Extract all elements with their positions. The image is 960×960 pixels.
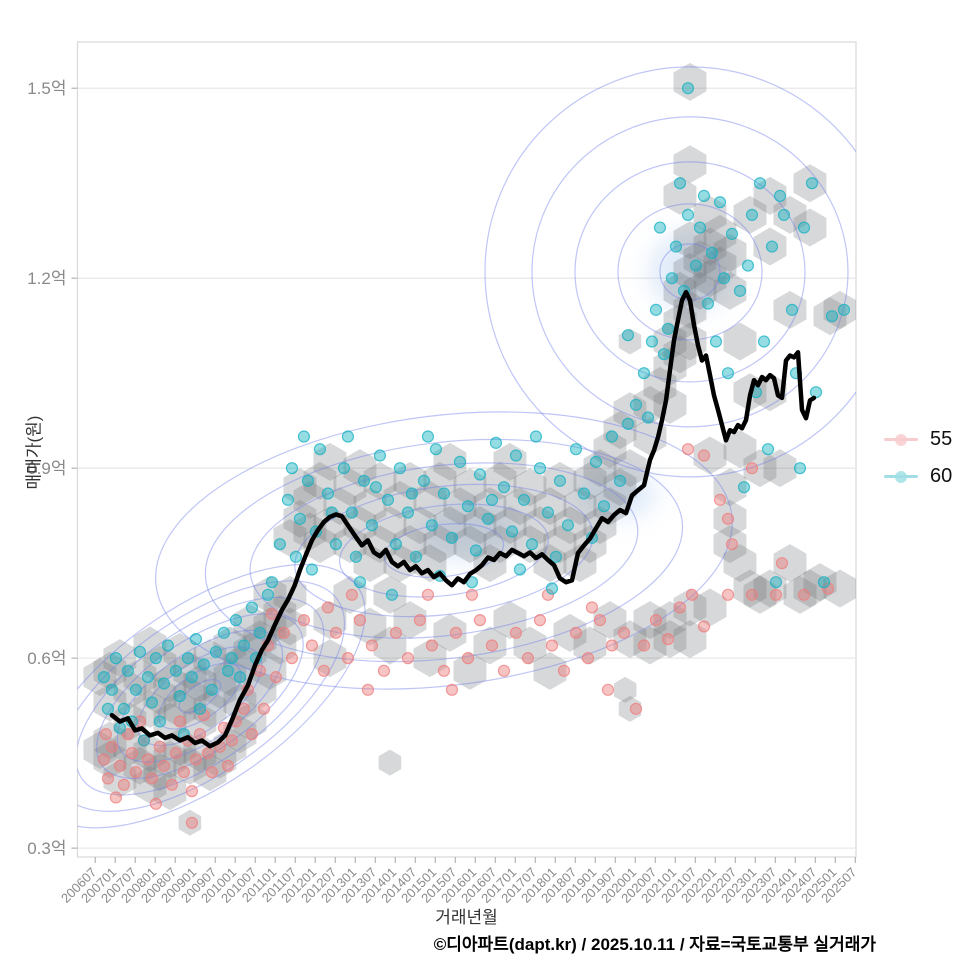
y-tick-label: 0.6억	[27, 649, 66, 668]
y-tick-label: 0.9억	[27, 459, 66, 478]
legend-marker-55-icon	[884, 433, 918, 446]
y-axis-title: 매매가(원)	[24, 415, 44, 490]
y-tick-label: 1.2억	[27, 269, 66, 288]
y-tick-label: 0.3억	[27, 839, 66, 858]
legend-item-60: 60	[884, 465, 952, 488]
x-axis-title: 거래년월	[435, 908, 498, 927]
hexbin-layer	[83, 62, 856, 836]
legend-marker-60-icon	[884, 470, 918, 483]
legend-item-55: 55	[884, 428, 952, 451]
plot-panel	[76, 41, 857, 858]
scatter-series-55	[97, 443, 835, 829]
legend: 55 60	[884, 428, 952, 488]
y-tick-label: 1.5억	[27, 79, 66, 98]
trend-line	[109, 289, 817, 749]
legend-label-60: 60	[930, 465, 953, 487]
legend-label-55: 55	[930, 428, 953, 450]
footer-credit: ©디아파트(dapt.kr) / 2025.10.11 / 자료=국토교통부 실…	[433, 935, 876, 954]
plot-area	[77, 62, 856, 836]
